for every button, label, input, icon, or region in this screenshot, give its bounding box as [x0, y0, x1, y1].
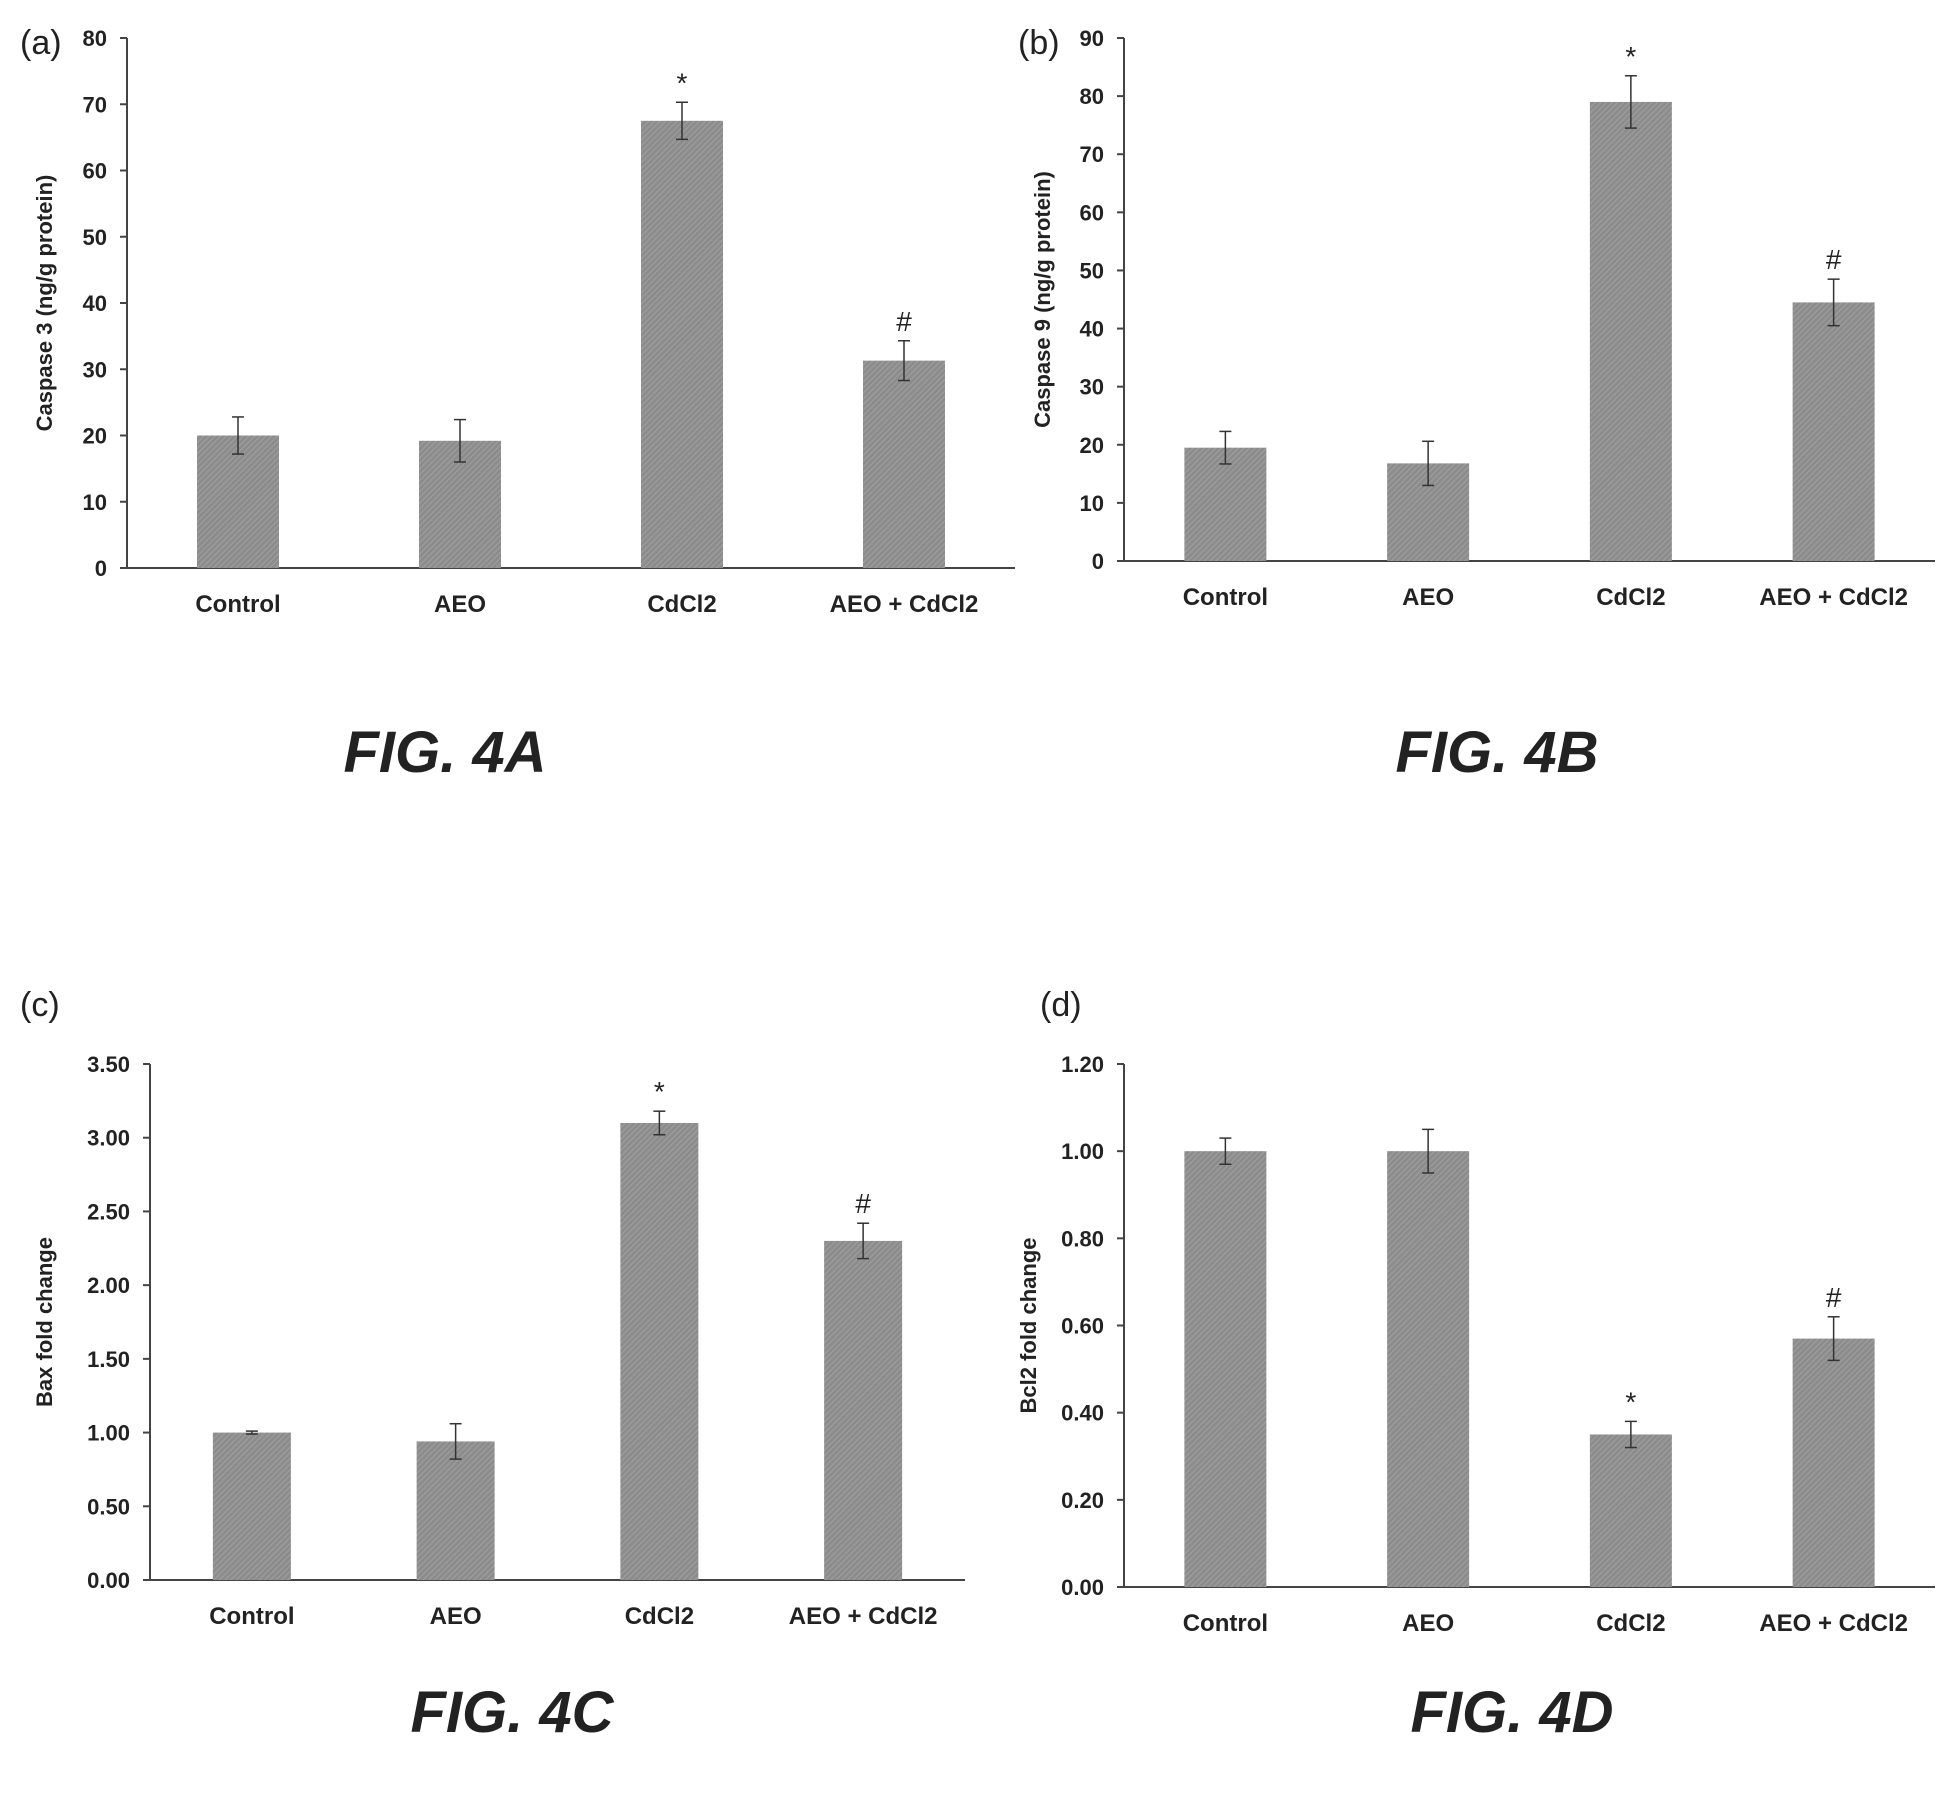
panel-label: (d)	[1040, 986, 1082, 1024]
y-axis-title: Caspase 9 (ng/g protein)	[1030, 171, 1055, 428]
significance-marker: *	[1625, 41, 1636, 72]
x-tick-label: CdCl2	[1596, 1610, 1665, 1637]
y-tick-label: 1.50	[87, 1347, 130, 1372]
y-tick-label: 60	[1080, 200, 1104, 225]
significance-marker: #	[1826, 1282, 1842, 1313]
figure-caption: FIG. 4D	[1410, 1680, 1613, 1745]
bar	[1184, 447, 1267, 561]
y-axis-title: Caspase 3 (ng/g protein)	[32, 175, 57, 432]
y-tick-label: 1.00	[87, 1421, 130, 1446]
y-tick-label: 20	[83, 424, 107, 449]
significance-marker: #	[855, 1188, 871, 1219]
y-tick-label: 0.60	[1061, 1314, 1104, 1339]
chart-panel-1: (a) 0 10 20 30 40 50 60 70 80 Caspase 3 (ng/g prot…	[20, 24, 1015, 785]
y-tick-label: 80	[83, 26, 107, 51]
bar	[620, 1122, 699, 1580]
x-tick-label: AEO + CdCl2	[1759, 584, 1908, 611]
x-tick-label: Control	[1183, 1610, 1268, 1637]
y-tick-label: 10	[1080, 491, 1104, 516]
panel-label: (c)	[20, 986, 60, 1024]
y-tick-label: 1.00	[1061, 1139, 1104, 1164]
x-tick-label: AEO + CdCl2	[789, 1603, 938, 1630]
bar	[212, 1432, 291, 1580]
y-tick-label: 50	[83, 225, 107, 250]
x-tick-label: AEO	[434, 591, 486, 618]
significance-marker: *	[654, 1076, 665, 1107]
x-tick-label: AEO + CdCl2	[1759, 1610, 1908, 1637]
x-tick-label: CdCl2	[647, 591, 716, 618]
bar	[1387, 1151, 1470, 1587]
significance-marker: *	[677, 67, 688, 98]
y-tick-label: 70	[1080, 142, 1104, 167]
y-tick-label: 0.00	[1061, 1575, 1104, 1600]
y-tick-label: 3.50	[87, 1052, 130, 1077]
y-tick-label: 30	[1080, 375, 1104, 400]
y-axis-title: Bcl2 fold change	[1016, 1237, 1041, 1413]
significance-marker: #	[1826, 244, 1842, 275]
y-tick-label: 0.00	[87, 1568, 130, 1593]
figure-caption: FIG. 4A	[343, 720, 546, 785]
x-tick-label: Control	[195, 591, 280, 618]
bar	[1792, 302, 1875, 561]
bar	[863, 360, 945, 568]
x-tick-label: Control	[209, 1603, 294, 1630]
x-tick-label: AEO + CdCl2	[830, 591, 979, 618]
y-tick-label: 0	[1092, 549, 1104, 574]
y-tick-label: 0.50	[87, 1494, 130, 1519]
significance-marker: #	[896, 306, 912, 337]
y-tick-label: 3.00	[87, 1126, 130, 1151]
x-tick-label: Control	[1183, 584, 1268, 611]
x-tick-label: AEO	[1402, 584, 1454, 611]
x-tick-label: CdCl2	[625, 1603, 694, 1630]
y-tick-label: 20	[1080, 433, 1104, 458]
y-tick-label: 0.40	[1061, 1401, 1104, 1426]
bar	[1589, 1434, 1672, 1587]
y-tick-label: 40	[83, 291, 107, 316]
x-tick-label: AEO	[1402, 1610, 1454, 1637]
bar	[197, 435, 279, 568]
bar	[1792, 1338, 1875, 1587]
bar	[416, 1441, 495, 1580]
bar	[641, 120, 723, 568]
y-tick-label: 0	[95, 556, 107, 581]
chart-panel-3: (c) 0.00 0.50 1.00 1.50 2.00 2.50 3.00 3.50 Bax f…	[20, 986, 965, 1745]
bar	[1589, 101, 1672, 561]
y-tick-label: 90	[1080, 26, 1104, 51]
figure-caption: FIG. 4C	[410, 1680, 614, 1745]
y-tick-label: 2.00	[87, 1273, 130, 1298]
chart-panel-4: (d) 0.00 0.20 0.40 0.60 0.80 1.00 1.20 Bcl2 fold…	[1016, 986, 1935, 1745]
panel-label: (b)	[1018, 24, 1060, 62]
figure-caption: FIG. 4B	[1395, 720, 1598, 785]
significance-marker: *	[1625, 1386, 1636, 1417]
y-tick-label: 0.80	[1061, 1226, 1104, 1251]
y-tick-label: 50	[1080, 258, 1104, 283]
x-tick-label: CdCl2	[1596, 584, 1665, 611]
y-axis-title: Bax fold change	[32, 1237, 57, 1407]
y-tick-label: 0.20	[1061, 1488, 1104, 1513]
y-tick-label: 2.50	[87, 1199, 130, 1224]
y-tick-label: 30	[83, 357, 107, 382]
x-tick-label: AEO	[430, 1603, 482, 1630]
y-tick-label: 1.20	[1061, 1052, 1104, 1077]
bar	[1184, 1151, 1267, 1587]
y-tick-label: 60	[83, 159, 107, 184]
y-tick-label: 70	[83, 92, 107, 117]
y-tick-label: 10	[83, 490, 107, 515]
panel-label: (a)	[20, 24, 62, 62]
y-tick-label: 40	[1080, 317, 1104, 342]
bar	[824, 1240, 903, 1580]
chart-panel-2: (b) 0 10 20 30 40 50 60 70 80 90 Caspase 9 (ng/g pr…	[1018, 24, 1935, 785]
y-tick-label: 80	[1080, 84, 1104, 109]
